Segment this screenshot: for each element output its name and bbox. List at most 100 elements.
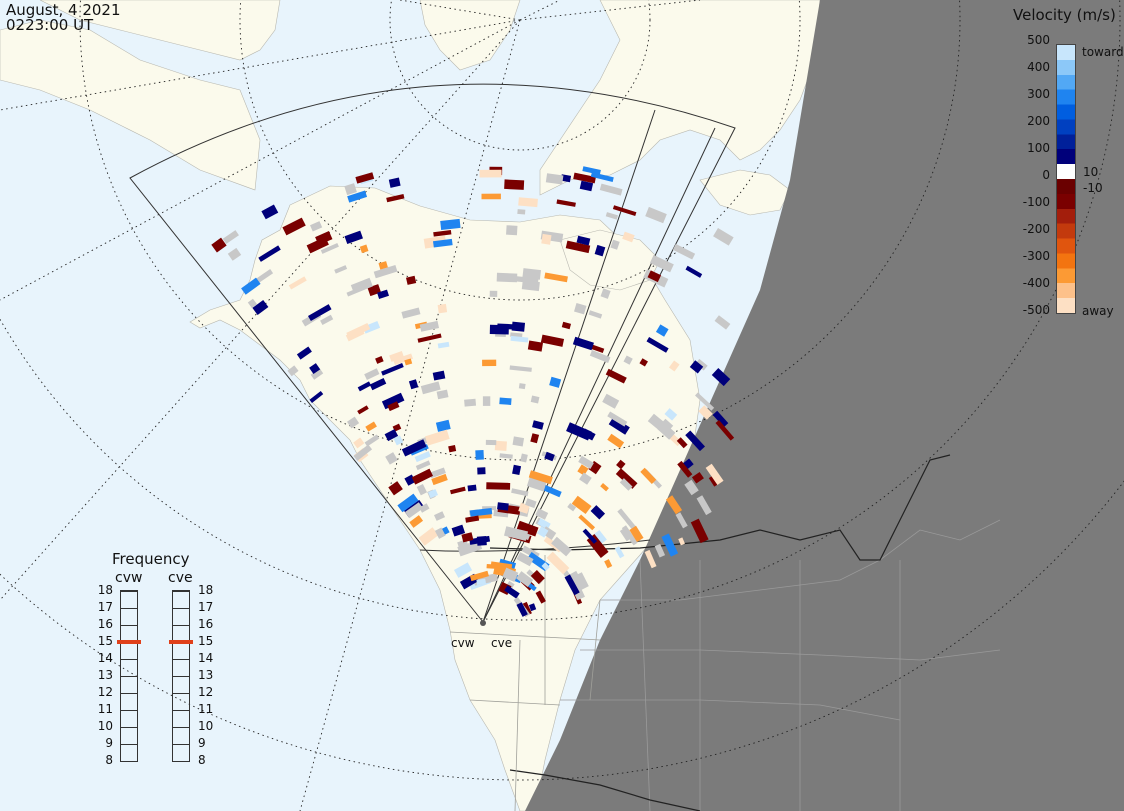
velocity-cell <box>695 358 708 371</box>
velocity-cell <box>647 413 667 432</box>
velocity-cell <box>512 436 525 447</box>
velocity-cell <box>347 416 360 429</box>
velocity-cell <box>579 180 594 192</box>
frequency-marker <box>117 640 141 644</box>
velocity-cell <box>428 489 438 499</box>
velocity-cell <box>619 478 633 491</box>
velocity-cell <box>654 543 666 558</box>
frequency-tick-mark <box>121 591 137 592</box>
velocity-cell <box>506 225 518 236</box>
velocity-cell <box>404 358 413 366</box>
frequency-tick-right: 10 <box>198 719 214 733</box>
frequency-tick-right: 9 <box>198 736 206 750</box>
velocity-cell <box>417 333 442 343</box>
frequency-tick-left: 8 <box>105 753 113 767</box>
velocity-cell <box>350 277 373 294</box>
velocity-cell <box>375 355 384 364</box>
velocity-cell <box>258 245 281 262</box>
velocity-cell <box>599 183 623 196</box>
velocity-cell <box>211 237 227 253</box>
velocity-tick-label: 400 <box>1027 60 1050 74</box>
velocity-cell <box>518 197 538 208</box>
frequency-tick-right: 12 <box>198 685 214 699</box>
velocity-cell <box>414 451 431 463</box>
velocity-cell <box>357 381 372 392</box>
velocity-cell <box>434 511 446 521</box>
velocity-cell <box>668 360 680 372</box>
frequency-tick-mark <box>121 676 137 677</box>
velocity-cell <box>696 495 712 516</box>
us-canada-border <box>489 454 951 561</box>
velocity-cell <box>334 265 348 274</box>
velocity-cell <box>357 405 369 415</box>
velocity-cell <box>520 453 528 463</box>
velocity-tick-label: 0 <box>1042 168 1050 182</box>
velocity-cell <box>518 502 530 514</box>
frequency-tick-left: 16 <box>97 617 113 631</box>
velocity-cell <box>415 460 431 471</box>
frequency-tick-mark <box>173 727 189 728</box>
velocity-cell <box>386 193 405 203</box>
velocity-cell <box>600 288 611 299</box>
velocity-cell <box>435 419 451 432</box>
velocity-cell <box>362 320 381 334</box>
velocity-cell <box>590 505 606 520</box>
velocity-cell <box>397 493 419 513</box>
velocity-cell <box>393 353 413 365</box>
velocity-cell <box>541 233 552 245</box>
velocity-cell <box>434 527 446 539</box>
frequency-tick-left: 15 <box>97 634 113 648</box>
velocity-cell <box>465 515 480 523</box>
velocity-cell <box>639 358 648 367</box>
velocity-cell <box>615 468 638 489</box>
velocity-cell <box>527 340 544 352</box>
velocity-cell <box>432 370 446 381</box>
velocity-cell <box>578 514 596 531</box>
velocity-tick-label: 500 <box>1027 33 1050 47</box>
velocity-cell <box>469 507 493 517</box>
frequency-tick-mark <box>173 676 189 677</box>
velocity-cell <box>578 455 594 470</box>
velocity-cell <box>594 244 606 257</box>
velocity-cell <box>479 169 502 178</box>
velocity-cell <box>504 585 520 599</box>
velocity-cell <box>590 172 614 182</box>
frequency-tick-mark <box>121 744 137 745</box>
velocity-cell <box>576 235 591 246</box>
velocity-cell <box>530 570 545 585</box>
velocity-cell <box>516 520 539 537</box>
velocity-cell <box>646 336 669 353</box>
velocity-cell <box>665 495 683 515</box>
velocity-cell <box>594 530 607 544</box>
velocity-cell <box>476 536 487 546</box>
velocity-cell <box>537 518 551 530</box>
velocity-cell <box>588 460 602 475</box>
velocity-cell <box>344 230 363 245</box>
velocity-cell <box>516 552 534 567</box>
frequency-tick-right: 16 <box>198 617 214 631</box>
velocity-tick-label: -300 <box>1022 249 1050 263</box>
velocity-tick-label: -200 <box>1022 222 1050 236</box>
velocity-cell <box>464 398 477 407</box>
velocity-cell <box>320 314 334 325</box>
land-masses <box>0 0 891 811</box>
velocity-cell <box>310 368 324 380</box>
radar-site-marker <box>480 620 486 626</box>
velocity-cell <box>309 390 324 403</box>
velocity-cell <box>247 298 257 308</box>
velocity-cell <box>582 528 598 544</box>
time-label: 0223:00 UT <box>6 16 94 34</box>
frequency-tick-mark <box>173 608 189 609</box>
velocity-cell <box>521 280 540 292</box>
velocity-cell <box>572 336 594 351</box>
velocity-cell <box>489 324 509 335</box>
velocity-cell <box>282 217 306 236</box>
velocity-cell <box>621 525 638 546</box>
velocity-cell <box>602 393 620 409</box>
velocity-tick-label: -500 <box>1022 303 1050 317</box>
velocity-cell <box>433 229 452 237</box>
velocity-cell <box>411 468 433 485</box>
velocity-cell <box>344 183 357 196</box>
velocity-cell <box>535 508 549 520</box>
